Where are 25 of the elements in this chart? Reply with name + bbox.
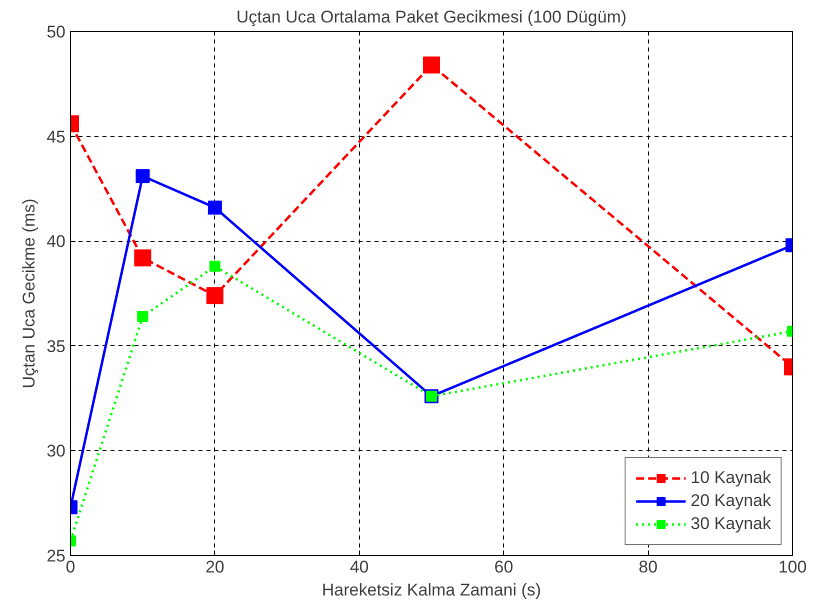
y-tick-label: 30 [46, 442, 66, 461]
legend-label: 30 Kaynak [690, 514, 771, 534]
point [209, 260, 220, 272]
x-tick-label: 40 [350, 558, 369, 576]
point [134, 249, 152, 266]
y-axis-title: Uçtan Uca Gecikme (ms) [20, 198, 39, 388]
point [206, 287, 224, 304]
y-tick-label: 45 [46, 127, 66, 146]
legend-label: 10 Kaynak [690, 468, 771, 488]
x-tick-label: 0 [66, 558, 76, 576]
x-axis-title: Hareketsiz Kalma Zamani (s) [322, 580, 542, 600]
x-tick-label: 20 [205, 558, 224, 576]
legend-label: 20 Kaynak [690, 491, 771, 511]
point [208, 200, 222, 215]
y-tick-label: 35 [46, 336, 66, 356]
y-tick-label: 40 [46, 232, 66, 252]
point [137, 311, 148, 322]
y-tick-label: 25 [46, 546, 66, 566]
x-tick-label: 60 [494, 558, 514, 576]
x-tick-label: 80 [638, 558, 658, 576]
x-tick-label: 100 [778, 558, 807, 576]
chart-title: Uçtan Uca Ortalama Paket Gecikmesi (100 Dügüm) [236, 8, 627, 26]
point [136, 169, 150, 184]
y-tick-label: 50 [46, 22, 66, 42]
point [423, 56, 440, 74]
